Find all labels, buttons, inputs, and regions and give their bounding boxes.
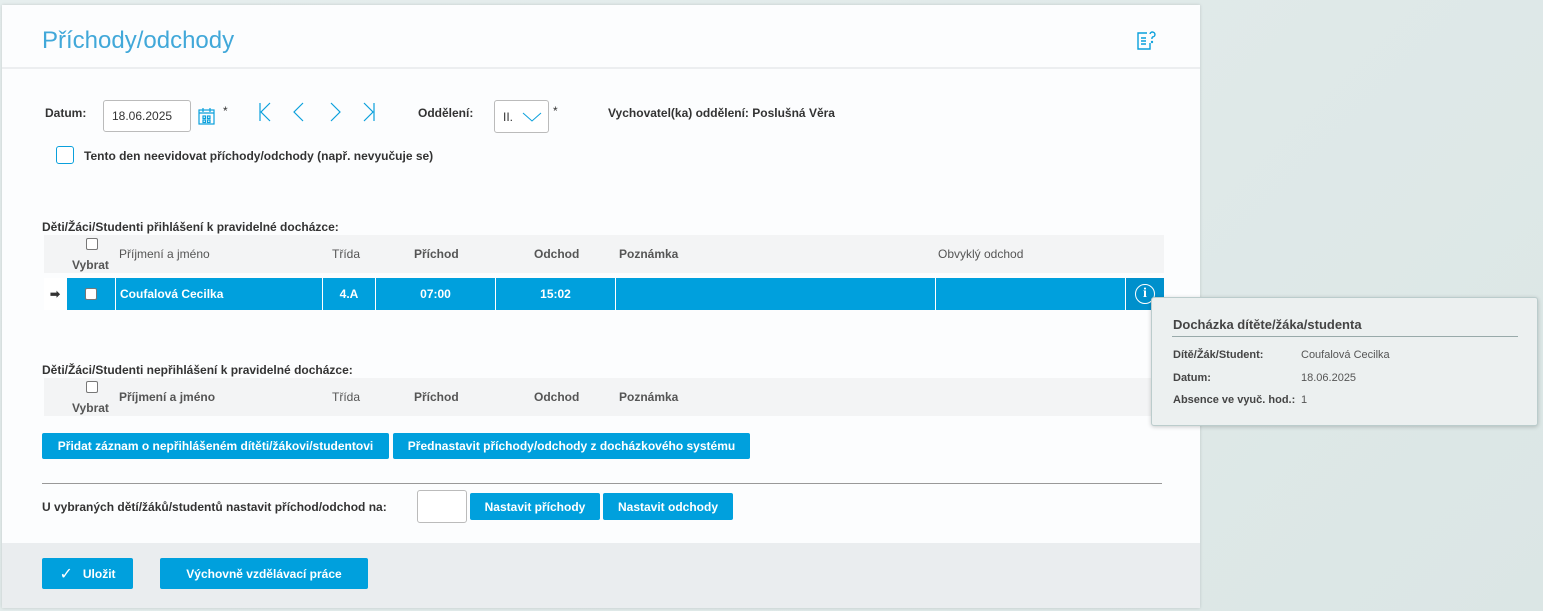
set-departures-button[interactable]: Nastavit odchody [603,493,733,520]
note[interactable] [615,278,935,310]
date-label: Datum: [45,106,87,120]
footer: ✓ Uložit Výchovně vzdělávací práce [2,543,1200,608]
attendance-tooltip: Docházka dítěte/žáka/studenta Dítě/Žák/S… [1151,297,1538,426]
department-value: II. [503,110,514,124]
department-label: Oddělení: [418,106,474,120]
chevron-down-icon [522,112,542,122]
save-button[interactable]: ✓ Uložit [42,558,133,589]
col-select: Vybrat [72,258,109,272]
required-mark: * [223,104,228,118]
tooltip-key: Dítě/Žák/Student: [1173,349,1264,361]
calendar-icon[interactable] [197,106,217,126]
tooltip-divider [1172,336,1518,337]
page-title: Příchody/odchody [42,27,235,54]
set-arrivals-button[interactable]: Nastavit příchody [470,493,600,520]
col-name[interactable]: Příjmení a jméno [119,247,210,261]
no-record-label: Tento den neevidovat příchody/odchody (n… [84,149,434,163]
header: Příchody/odchody [2,5,1200,69]
select-all-checkbox-2[interactable] [86,381,98,393]
required-mark-2: * [553,104,558,118]
table-row[interactable]: ➡ Coufalová Cecilka 4.A 07:00 15:02 i [44,278,1164,310]
divider [42,483,1162,484]
educational-work-button[interactable]: Výchovně vzdělávací práce [160,558,368,589]
col-class: Třída [332,390,361,404]
col-select: Vybrat [72,401,109,415]
usual-departure [935,278,1125,310]
col-class[interactable]: Třída [332,247,361,261]
next-day-icon[interactable] [330,102,341,122]
first-day-icon[interactable] [259,102,271,122]
select-all-checkbox[interactable] [86,238,98,250]
attendance-panel: Příchody/odchody Datum: 18.06.2025 * Odd… [2,5,1200,608]
col-note: Poznámka [619,390,679,404]
tooltip-value: Coufalová Cecilka [1301,349,1390,361]
col-arrival: Příchod [414,247,459,261]
bulk-label: U vybraných dětí/žáků/studentů nastavit … [42,500,387,514]
tooltip-value: 1 [1301,394,1308,406]
row-checkbox[interactable] [85,288,97,300]
date-input[interactable]: 18.06.2025 [103,100,191,132]
col-arrival: Příchod [414,390,459,404]
registered-caption: Děti/Žáci/Studenti přihlášení k pravidel… [42,220,339,234]
col-usual-departure: Obvyklý odchod [938,247,1024,261]
registered-table-header: Vybrat Příjmení a jméno Třída Příchod Od… [44,235,1164,273]
bulk-time-input[interactable] [417,490,467,523]
tooltip-title: Docházka dítěte/žáka/studenta [1173,317,1362,332]
col-name: Příjmení a jméno [119,390,216,404]
check-icon: ✓ [59,565,73,583]
departure-time[interactable]: 15:02 [495,278,615,310]
add-record-button[interactable]: Přidat záznam o nepřihlášeném dítěti/žák… [42,433,389,459]
tooltip-value: 18.06.2025 [1301,372,1357,384]
tooltip-key: Datum: [1173,372,1211,384]
preset-button[interactable]: Přednastavit příchody/odchody z docházko… [393,433,750,459]
arrival-time[interactable]: 07:00 [375,278,495,310]
tooltip-key: Absence ve vyuč. hod.: [1173,394,1296,406]
department-select[interactable]: II. [494,100,549,133]
unregistered-table-header: Vybrat Příjmení a jméno Třída Příchod Od… [44,378,1164,416]
col-departure: Odchod [534,247,580,261]
col-note: Poznámka [619,247,679,261]
previous-day-icon[interactable] [293,102,304,122]
no-record-checkbox[interactable] [56,146,74,164]
help-document-icon[interactable] [1135,30,1157,52]
current-row-arrow-icon: ➡ [44,278,66,310]
student-class: 4.A [322,278,375,310]
unregistered-caption: Děti/Žáci/Studenti nepřihlášení k pravid… [42,363,353,377]
teacher-info: Vychovatel(ka) oddělení: Poslušná Věra [608,106,835,120]
col-departure: Odchod [534,390,580,404]
student-name: Coufalová Cecilka [115,278,322,310]
save-label: Uložit [82,566,116,581]
last-day-icon[interactable] [363,102,375,122]
info-icon[interactable]: i [1125,278,1164,310]
date-value: 18.06.2025 [112,109,173,123]
